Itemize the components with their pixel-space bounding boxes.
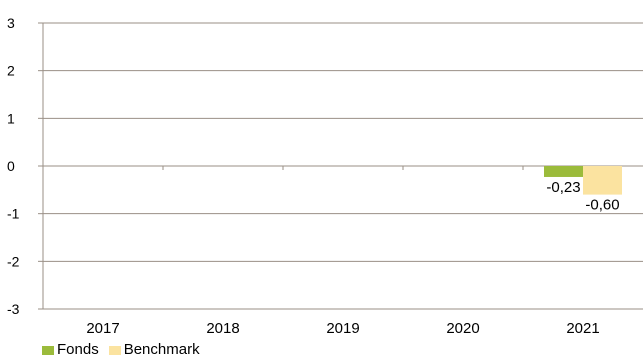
legend: Fonds Benchmark (42, 342, 210, 358)
gridlines (43, 22, 643, 310)
bar-fonds-2021 (544, 166, 583, 177)
y-tick-label: -2 (7, 253, 20, 269)
x-tick-label: 2018 (206, 320, 239, 337)
legend-swatch-fonds (42, 345, 54, 355)
y-tick-label: 3 (7, 15, 15, 31)
x-tick-label: 2017 (86, 320, 119, 337)
legend-label-fonds: Fonds (57, 341, 99, 358)
y-tick-label: -1 (7, 206, 20, 222)
legend-label-benchmark: Benchmark (123, 341, 200, 358)
bars (544, 166, 622, 195)
data-label-benchmark: -0,60 (585, 197, 619, 214)
legend-item-fonds: Fonds (42, 342, 99, 358)
data-label-fonds: -0,23 (546, 179, 580, 196)
x-tick-label: 2021 (566, 320, 599, 337)
legend-swatch-benchmark (108, 345, 121, 355)
x-tick-labels: 2017 2018 2019 2020 2021 (86, 320, 599, 337)
axes (38, 22, 524, 310)
y-tick-label: 0 (7, 158, 15, 174)
x-tick-label: 2020 (446, 320, 479, 337)
y-tick-label: 2 (7, 63, 15, 79)
y-tick-label: -3 (7, 301, 20, 317)
data-labels: -0,23 -0,60 (546, 179, 619, 214)
bar-benchmark-2021 (583, 166, 622, 195)
legend-item-benchmark: Benchmark (108, 341, 200, 358)
y-tick-label: 1 (7, 110, 15, 126)
y-tick-labels: 3 2 1 0 -1 -2 -3 (7, 15, 20, 317)
x-tick-label: 2019 (326, 320, 359, 337)
